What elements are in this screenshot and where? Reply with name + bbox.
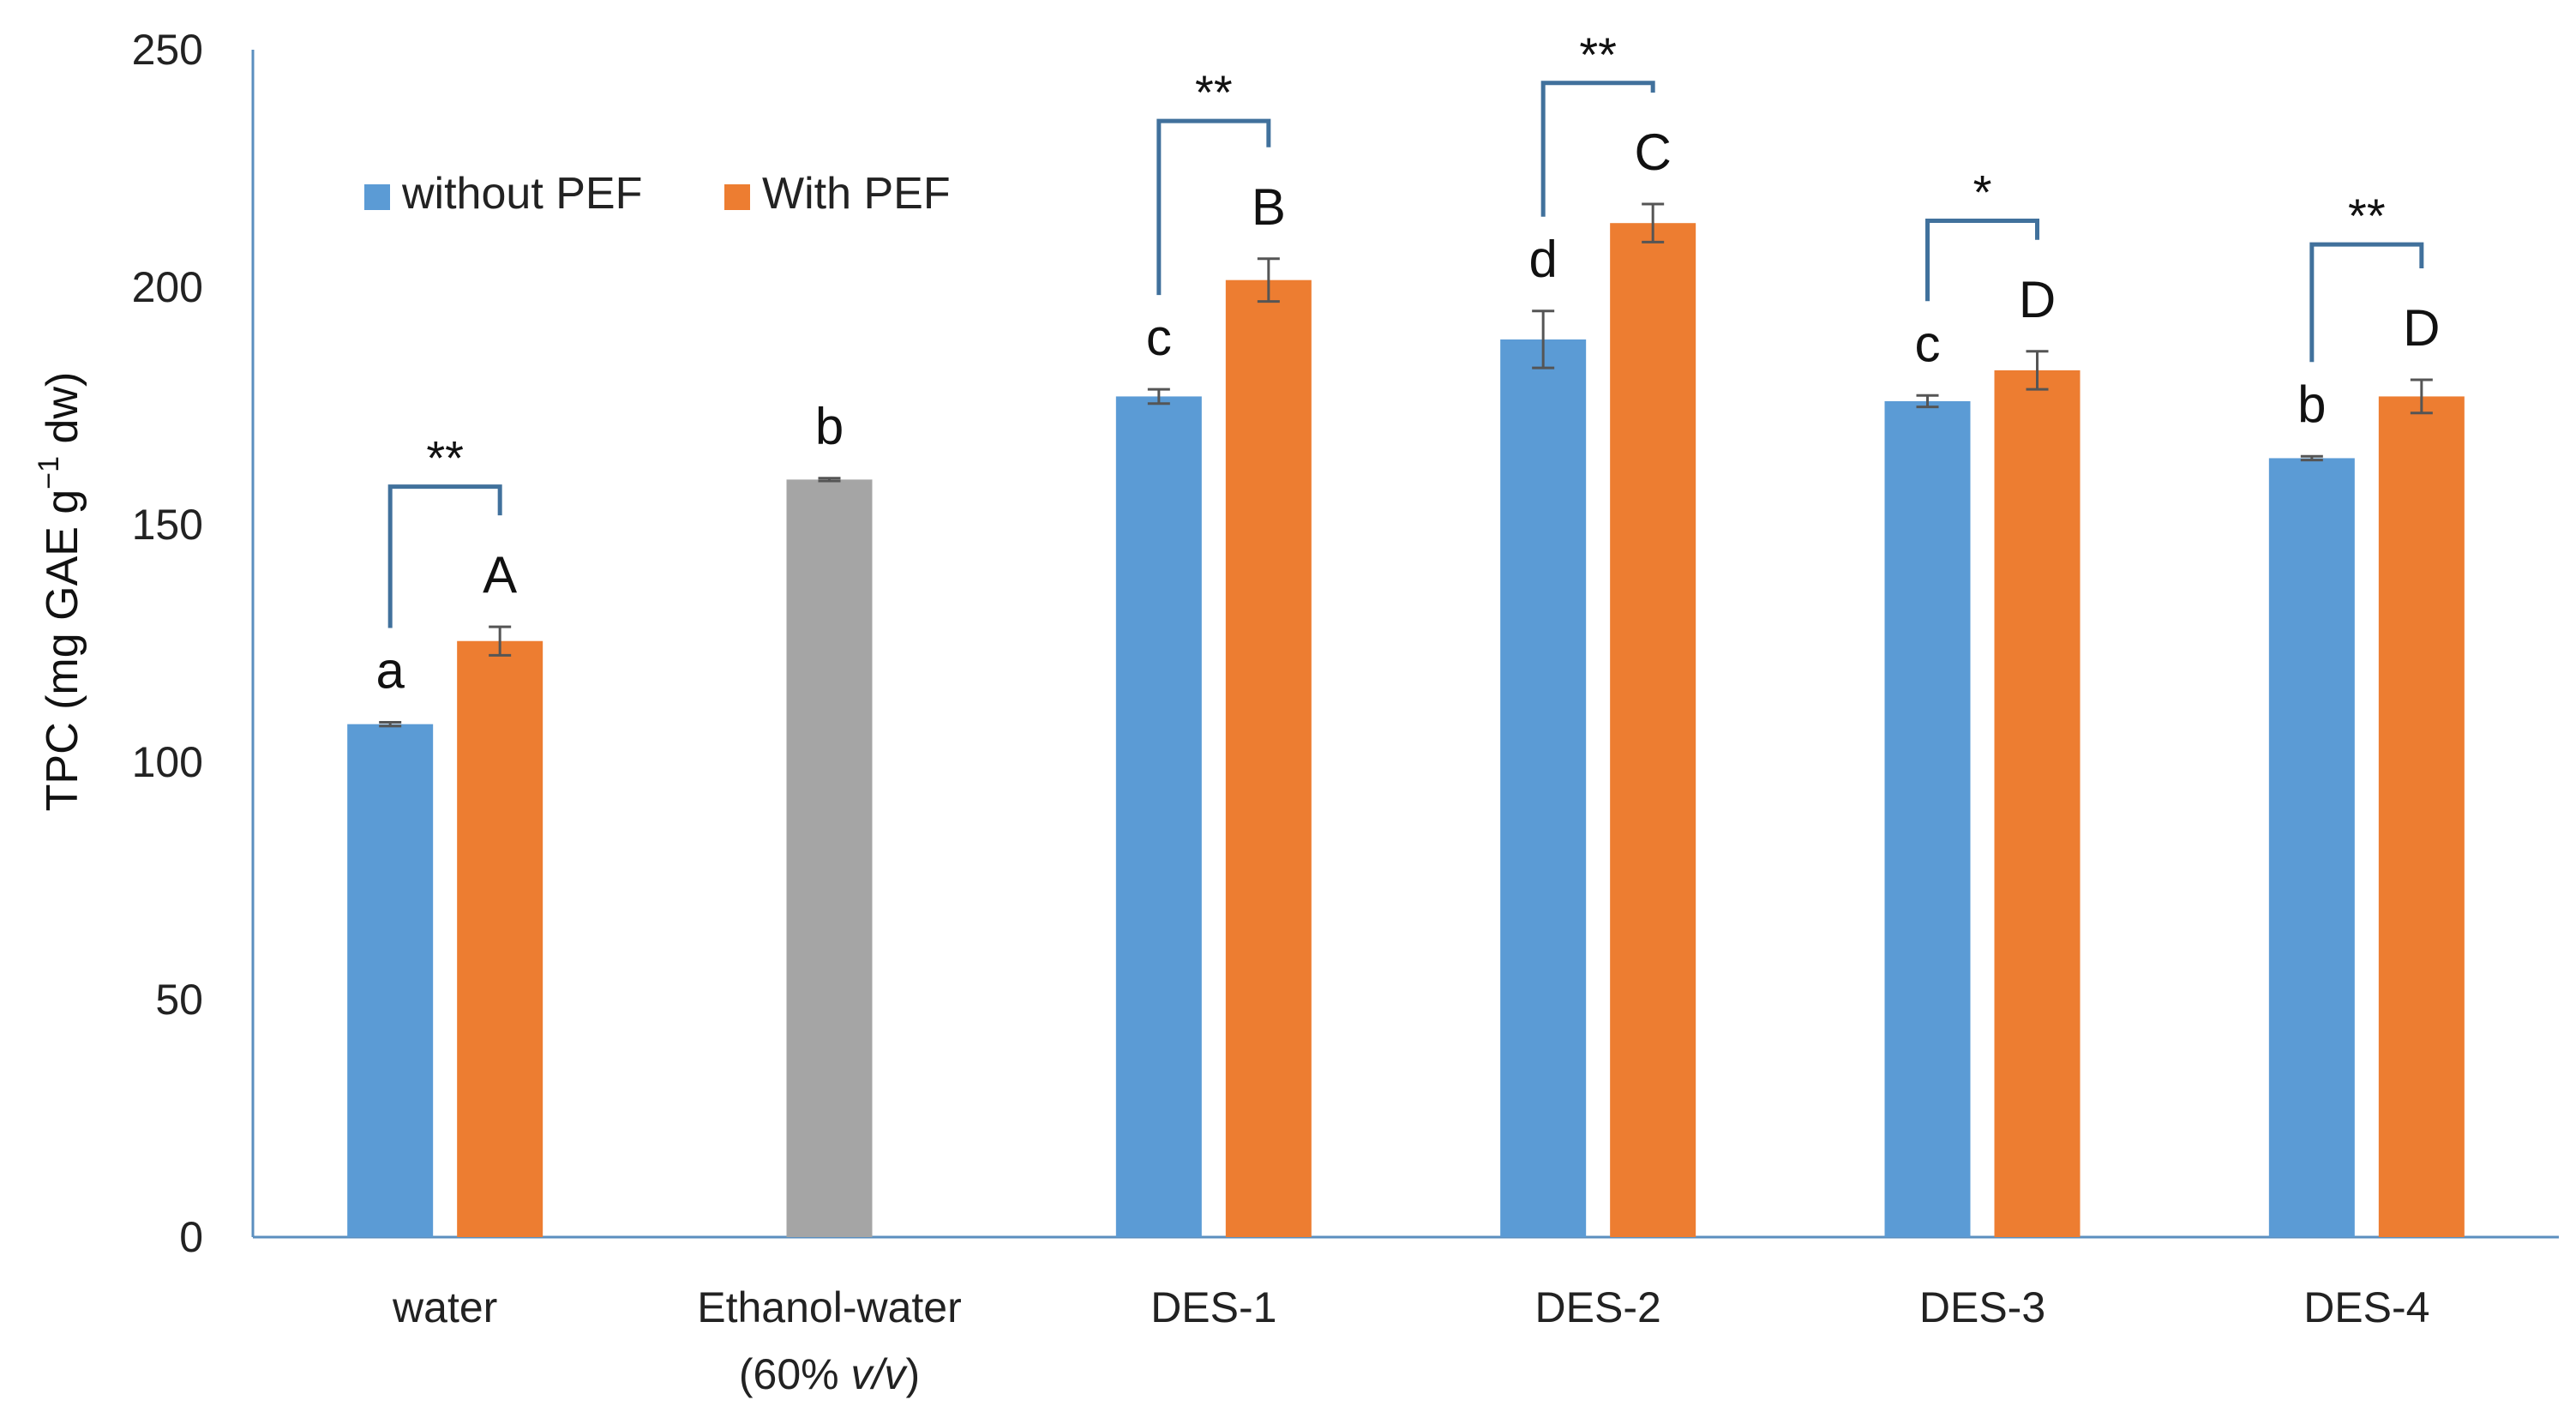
significance-letter: b (2297, 376, 2326, 433)
y-tick-label: 50 (155, 976, 203, 1024)
significance-stars: ** (2348, 189, 2386, 243)
significance-letter: A (483, 546, 517, 604)
significance-bracket (387, 484, 502, 628)
significance-stars: ** (426, 431, 464, 485)
y-axis-title-superscript: −1 (33, 456, 65, 490)
bar (786, 479, 873, 1237)
plot-area: 0 50 100 150 200 250 water Ethanol-water (60% v/… (132, 26, 2559, 1398)
x-category-sublabel: (60% v/v) (739, 1350, 920, 1398)
x-category-label: DES-1 (1150, 1283, 1276, 1331)
bar (1225, 279, 1312, 1238)
significance-letter: c (1915, 315, 1941, 372)
x-category-label: Ethanol-water (697, 1283, 962, 1331)
bar (2378, 396, 2465, 1237)
bar (1115, 396, 1202, 1237)
y-tick-label: 150 (132, 501, 203, 549)
significance-letter: C (1634, 123, 1671, 181)
svg-text:TPC (mg GAE g−1 dw): TPC (mg GAE g−1 dw) (33, 372, 87, 812)
y-axis-title-tail: dw) (38, 372, 87, 456)
y-axis-title: TPC (mg GAE g−1 dw) (33, 372, 87, 812)
bar (1994, 370, 2081, 1237)
significance-bracket (1156, 118, 1271, 296)
legend-swatch (364, 184, 390, 210)
y-axis-title-main: TPC (mg GAE g (38, 490, 87, 812)
x-category-label: water (392, 1283, 497, 1331)
bar (1500, 339, 1587, 1238)
legend-label: without PEF (401, 169, 642, 219)
significance-letter: D (2403, 299, 2440, 357)
bar (457, 640, 543, 1237)
significance-letter: D (2019, 271, 2056, 328)
significance-letter: c (1146, 309, 1172, 366)
significance-bracket (2309, 242, 2424, 363)
legend-label: With PEF (762, 169, 951, 219)
significance-letter: B (1252, 178, 1286, 236)
significance-stars: ** (1579, 27, 1617, 81)
bar (1610, 223, 1696, 1238)
legend-swatch (724, 184, 750, 210)
bar (347, 724, 434, 1237)
bar (1884, 400, 1971, 1238)
significance-bracket (1540, 81, 1655, 217)
significance-letter: b (815, 398, 844, 455)
x-category-label: DES-2 (1535, 1283, 1661, 1331)
bar (2268, 458, 2355, 1237)
significance-letter: d (1528, 231, 1557, 288)
y-tick-label: 250 (132, 26, 203, 74)
significance-stars: * (1973, 165, 1992, 219)
y-tick-label: 100 (132, 738, 203, 786)
significance-bracket (1925, 218, 2039, 302)
significance-stars: ** (1195, 65, 1233, 119)
y-tick-label: 0 (179, 1213, 203, 1261)
significance-letter: a (375, 641, 405, 699)
y-tick-label: 200 (132, 263, 203, 311)
x-category-label: DES-4 (2303, 1283, 2429, 1331)
x-category-label: DES-3 (1919, 1283, 2045, 1331)
